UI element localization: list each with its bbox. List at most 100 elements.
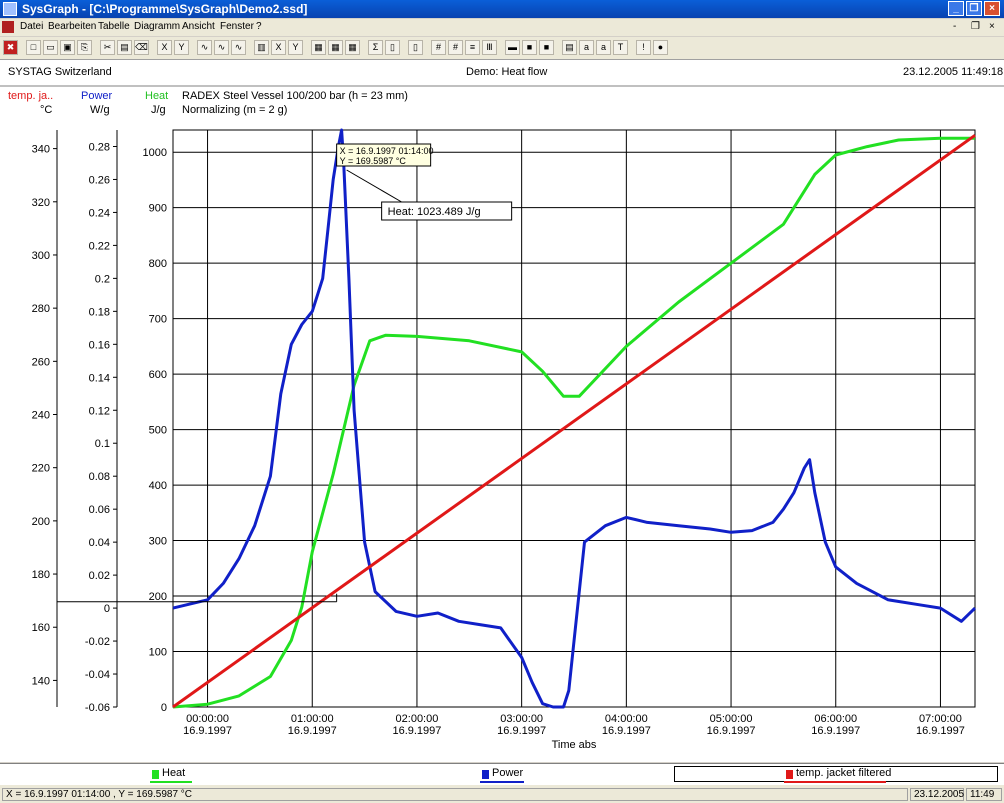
menu-bearbeiten[interactable]: Bearbeiten (48, 21, 97, 32)
document-icon[interactable] (2, 21, 14, 33)
help-icon[interactable]: ! (636, 40, 651, 55)
legend-temp[interactable]: temp. jacket filtered (796, 767, 892, 779)
delete-icon[interactable]: ⌫ (134, 40, 149, 55)
menu-fenster[interactable]: Fenster (220, 21, 254, 32)
table-x-icon[interactable]: ▦ (328, 40, 343, 55)
tick-label-power: 0.08 (89, 471, 110, 483)
menu-datei[interactable]: Datei (20, 21, 44, 32)
tick-label-power: 0.24 (89, 207, 110, 219)
restore-button[interactable]: ❐ (966, 1, 982, 16)
lines-h-icon[interactable]: ≡ (465, 40, 480, 55)
tick-label-x-date: 16.9.1997 (183, 725, 232, 737)
legend-heat-line (150, 781, 192, 783)
legend-power-swatch (482, 770, 489, 779)
status-date: 23.12.2005 (910, 788, 964, 801)
close-button[interactable]: × (984, 1, 1000, 16)
text-icon[interactable]: T (613, 40, 628, 55)
cursor-x-label: X = 16.9.1997 01:14:00 (340, 146, 434, 156)
menu-help[interactable]: ? (256, 21, 262, 32)
menu-diagramm[interactable]: Diagramm (134, 21, 181, 32)
chart-subtitle-1: RADEX Steel Vessel 100/200 bar (h = 23 m… (182, 90, 408, 102)
menu-tabelle[interactable]: Tabelle (98, 21, 130, 32)
column-icon[interactable]: ▥ (254, 40, 269, 55)
axis-unit-heat: J/g (151, 104, 166, 116)
legend: Heat Power temp. jacket filtered (0, 763, 1004, 785)
datetime-label: 23.12.2005 11:49:18 (903, 66, 1004, 78)
legend-heat-swatch (152, 770, 159, 779)
tick-label-temp: 280 (32, 303, 50, 315)
tick-label-x-date: 16.9.1997 (811, 725, 860, 737)
company-label: SYSTAG Switzerland (8, 66, 112, 78)
legend-temp-line (784, 781, 886, 783)
tick-label-temp: 240 (32, 410, 50, 422)
paste-icon[interactable]: ▤ (117, 40, 132, 55)
y-col-icon[interactable]: Y (288, 40, 303, 55)
copy-icon[interactable]: ⎘ (77, 40, 92, 55)
tick-label-temp: 320 (32, 197, 50, 209)
chart-line3-icon[interactable]: ∿ (231, 40, 246, 55)
legend-heat[interactable]: Heat (162, 767, 186, 779)
chart-line2-icon[interactable]: ∿ (214, 40, 229, 55)
tick-label-power: 0.14 (89, 372, 110, 384)
fill-icon[interactable]: ▬ (505, 40, 520, 55)
new-file-icon[interactable]: □ (26, 40, 41, 55)
tick-label-power: 0.1 (95, 438, 110, 450)
grid-icon[interactable]: # (431, 40, 446, 55)
tick-label-x-time: 07:00:00 (919, 713, 962, 725)
axis-name-temp: temp. ja.. (8, 90, 54, 102)
split-icon[interactable]: ▯ (385, 40, 400, 55)
tick-label-power: 0.16 (89, 339, 110, 351)
line-chart[interactable]: 0 100 200 300 400 500 600 700 800 900 1000 00:00:00… (0, 60, 1004, 762)
status-coords: X = 16.9.1997 01:14:00 , Y = 169.5987 °C (2, 788, 908, 801)
color2-icon[interactable]: ■ (539, 40, 554, 55)
heat-value-label: Heat: 1023.489 J/g (388, 206, 481, 218)
menu-ansicht[interactable]: Ansicht (182, 21, 215, 32)
tick-label-power: 0.12 (89, 405, 110, 417)
info-icon[interactable]: ● (653, 40, 668, 55)
series-line-heat (172, 136, 975, 709)
calc-icon[interactable]: ▦ (345, 40, 360, 55)
app-icon (3, 2, 17, 16)
title-bar: SysGraph - [C:\Programme\SysGraph\Demo2.… (0, 0, 1004, 18)
abc-icon[interactable]: a (596, 40, 611, 55)
x-col-icon[interactable]: X (271, 40, 286, 55)
cut-icon[interactable]: ✂ (100, 40, 115, 55)
legend-power[interactable]: Power (492, 767, 524, 779)
tick-label-power: 0.22 (89, 240, 110, 252)
chart-line-icon[interactable]: ∿ (197, 40, 212, 55)
axis-name-heat: Heat (145, 90, 169, 102)
tick-label-temp: 140 (32, 675, 50, 687)
tick-label-temp: 200 (32, 516, 50, 528)
x-axis-icon[interactable]: X (157, 40, 172, 55)
open-file-icon[interactable]: ▭ (43, 40, 58, 55)
save-icon[interactable]: ▣ (60, 40, 75, 55)
doc-minimize-button[interactable]: - (953, 21, 957, 32)
cursor-tooltip (336, 143, 432, 167)
doc-close-button[interactable]: × (989, 21, 995, 32)
tick-label-heat: 600 (149, 369, 167, 381)
tick-label-x-date: 16.9.1997 (392, 725, 441, 737)
tick-label-temp: 160 (32, 622, 50, 634)
grid2-icon[interactable]: # (448, 40, 463, 55)
cursor-y-label: Y = 169.5987 °C (340, 156, 407, 166)
minimize-button[interactable]: _ (948, 1, 964, 16)
exit-icon[interactable]: ✖ (3, 40, 18, 55)
axis-name-power: Power (81, 90, 113, 102)
color-icon[interactable]: ■ (522, 40, 537, 55)
split2-icon[interactable]: ▯ (408, 40, 423, 55)
series-line-temp (172, 134, 976, 709)
sum-icon[interactable]: Σ (368, 40, 383, 55)
table-icon[interactable]: ▦ (311, 40, 326, 55)
doc-restore-button[interactable]: ❐ (971, 21, 980, 32)
tick-label-power: -0.02 (85, 636, 110, 648)
label-icon[interactable]: a (579, 40, 594, 55)
y-axis-icon[interactable]: Y (174, 40, 189, 55)
tick-label-power: 0 (104, 603, 110, 615)
status-time: 11:49 (966, 788, 1002, 801)
lines-v-icon[interactable]: Ⅲ (482, 40, 497, 55)
chart-area: SYSTAG Switzerland Demo: Heat flow 23.12… (0, 60, 1004, 762)
tick-label-x-date: 16.9.1997 (916, 725, 965, 737)
tick-label-power: -0.06 (85, 702, 110, 714)
props-icon[interactable]: ▤ (562, 40, 577, 55)
tick-label-power: 0.04 (89, 537, 110, 549)
